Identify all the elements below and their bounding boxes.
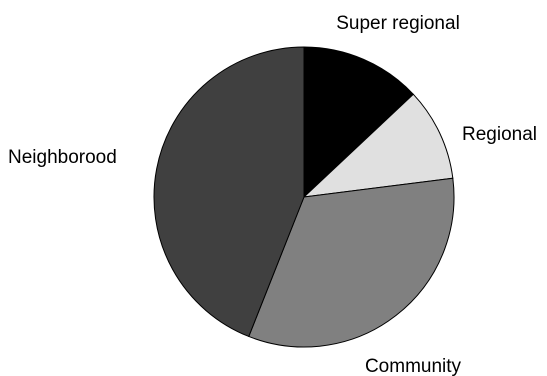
pie-label-neighborood: Neighborood [8,147,117,168]
pie-label-regional: Regional [462,124,537,145]
pie-slices [153,46,455,348]
pie-label-super-regional: Super regional [336,13,460,34]
pie-label-community: Community [365,356,462,376]
pie-slice-community [248,177,455,348]
pie-slice-neighborood [153,46,305,338]
pie-slice-regional [302,93,454,198]
pie-labels: Super regional Regional Community Neighboro… [8,13,537,376]
pie-slice-super-regional [303,46,415,199]
